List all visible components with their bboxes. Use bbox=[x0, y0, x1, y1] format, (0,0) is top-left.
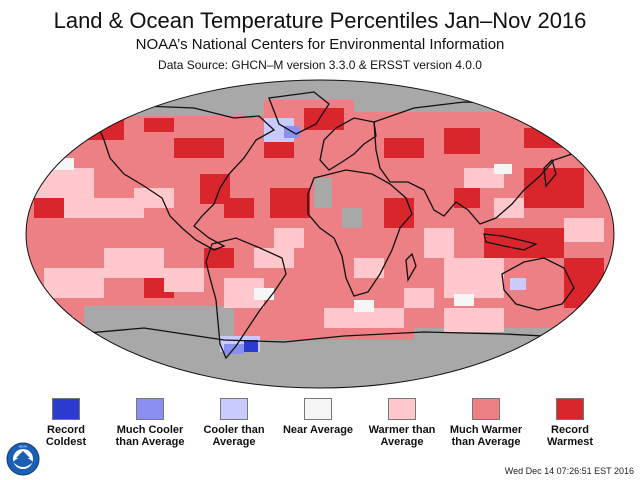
greenland-outline bbox=[268, 91, 330, 135]
record-warmest-cell bbox=[524, 128, 564, 148]
warmer-than-average-cell bbox=[444, 308, 504, 332]
near-average-cell bbox=[584, 148, 604, 160]
madagascar-outline bbox=[405, 252, 417, 283]
warmer-than-average-cell bbox=[444, 258, 504, 298]
record-coldest-cell bbox=[244, 340, 258, 352]
near-average-cell bbox=[354, 300, 374, 312]
warmer-than-average-cell bbox=[404, 288, 434, 308]
africa-outline bbox=[307, 169, 413, 297]
record-warmest-cell bbox=[264, 138, 294, 158]
legend-swatch-cooler bbox=[220, 398, 248, 420]
legend-swatch-record-coldest bbox=[52, 398, 80, 420]
record-warmest-cell bbox=[524, 168, 584, 208]
warmer-than-average-cell bbox=[104, 248, 164, 278]
warmer-than-average-cell bbox=[424, 228, 454, 258]
legend-swatch-record-warmest bbox=[556, 398, 584, 420]
legend-swatch-near bbox=[304, 398, 332, 420]
legend-swatch-warmer bbox=[388, 398, 416, 420]
warmer-than-average-cell bbox=[134, 188, 174, 208]
record-warmest-cell bbox=[554, 108, 594, 124]
australia-outline bbox=[501, 257, 575, 311]
svg-text:NOAA: NOAA bbox=[19, 445, 28, 449]
north-america-outline bbox=[93, 105, 276, 251]
new-zealand-outline bbox=[583, 306, 597, 330]
data-source: Data Source: GHCN–M version 3.3.0 & ERSS… bbox=[158, 58, 482, 72]
warmer-than-average-cell bbox=[44, 268, 104, 298]
map-border bbox=[25, 79, 615, 389]
cooler-than-average-cell bbox=[54, 316, 74, 328]
no-data-cell bbox=[314, 178, 332, 208]
warmer-than-average-cell bbox=[564, 218, 604, 242]
record-warmest-cell bbox=[204, 248, 234, 268]
record-warmest-cell bbox=[174, 138, 224, 158]
legend-label-much-warmer: Much Warmer than Average bbox=[449, 424, 523, 448]
near-average-cell bbox=[494, 164, 512, 174]
record-warmest-cell bbox=[270, 188, 310, 218]
legend-swatch-much-warmer bbox=[472, 398, 500, 420]
warmer-than-average-cell bbox=[64, 198, 144, 218]
indonesia-outline bbox=[483, 233, 538, 251]
record-warmest-cell bbox=[484, 228, 564, 258]
antarctic-no-data bbox=[26, 340, 614, 388]
map-subtitle: NOAA’s National Centers for Environmenta… bbox=[135, 36, 505, 53]
legend-label-record-warmest: Record Warmest bbox=[546, 424, 594, 448]
record-warmest-cell bbox=[224, 198, 254, 218]
near-average-cell bbox=[454, 294, 474, 306]
near-average-cell bbox=[44, 158, 74, 170]
cooler-than-average-cell bbox=[510, 278, 526, 290]
antarctica-outline bbox=[53, 327, 585, 343]
no-data-cell bbox=[342, 208, 362, 228]
world-map bbox=[25, 79, 615, 389]
legend-label-much-cooler: Much Cooler than Average bbox=[115, 424, 185, 448]
legend-swatch-much-cooler bbox=[136, 398, 164, 420]
record-warmest-cell bbox=[444, 128, 480, 154]
timestamp: Wed Dec 14 07:26:51 EST 2016 bbox=[504, 466, 634, 476]
warmer-than-average-cell bbox=[254, 248, 294, 268]
record-warmest-cell bbox=[144, 118, 174, 132]
warmer-than-average-cell bbox=[164, 268, 204, 292]
warmer-than-average-cell bbox=[274, 228, 304, 248]
legend-label-cooler: Cooler than Average bbox=[203, 424, 265, 448]
record-warmest-cell bbox=[384, 138, 424, 158]
record-warmest-cell bbox=[384, 198, 414, 228]
south-america-outline bbox=[205, 237, 287, 360]
near-average-cell bbox=[254, 288, 274, 300]
warmer-than-average-cell bbox=[354, 258, 384, 278]
record-warmest-cell bbox=[564, 258, 604, 308]
legend-label-warmer: Warmer than Average bbox=[368, 424, 436, 448]
warmer-than-average-cell bbox=[324, 308, 404, 328]
map-title: Land & Ocean Temperature Percentiles Jan… bbox=[53, 8, 587, 33]
antarctic-no-data bbox=[84, 306, 234, 342]
legend-label-record-coldest: Record Coldest bbox=[45, 424, 87, 448]
cooler-than-average-cell bbox=[34, 148, 54, 162]
europe-outline bbox=[319, 117, 377, 171]
arctic-no-data bbox=[354, 96, 584, 112]
warmer-than-average-cell bbox=[26, 168, 94, 198]
japan-outline bbox=[543, 158, 557, 188]
legend-label-near: Near Average bbox=[282, 424, 354, 436]
noaa-logo-icon: NOAA bbox=[6, 442, 40, 476]
record-warmest-cell bbox=[454, 188, 480, 208]
